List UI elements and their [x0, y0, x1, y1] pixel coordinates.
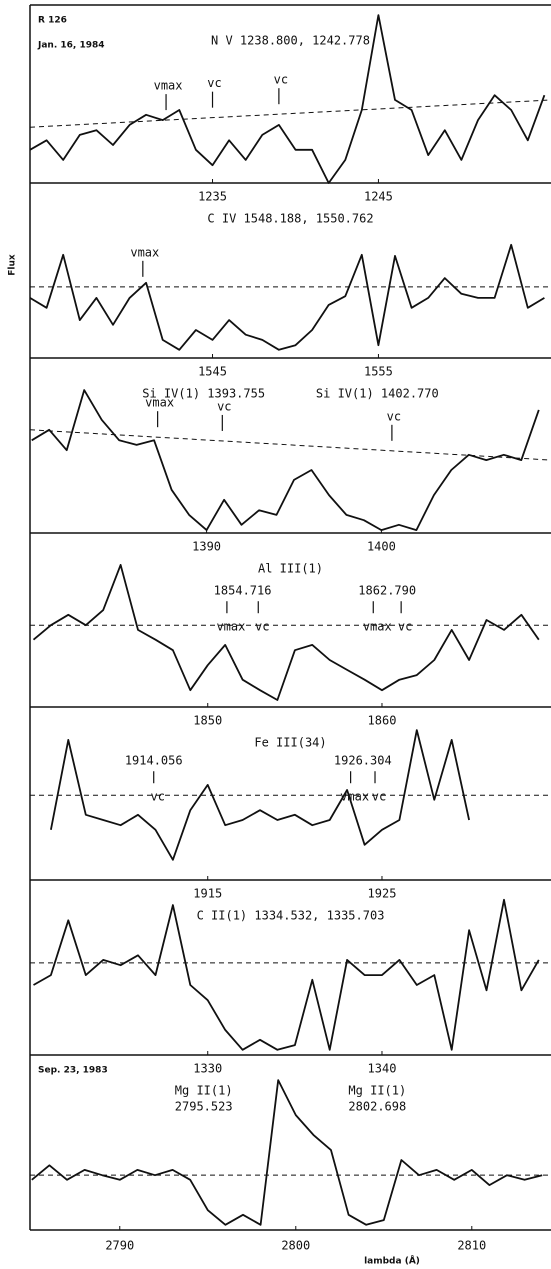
- spectrum: [31, 389, 540, 531]
- line-label: 1854.716: [214, 584, 272, 598]
- velocity-label: vmax: [145, 396, 174, 410]
- date-label: Jan. 16, 1984: [37, 41, 105, 51]
- x-tick-label: 1915: [193, 887, 222, 901]
- velocity-label: vmax: [130, 245, 159, 259]
- velocity-label: vc: [207, 76, 221, 90]
- x-tick-label: 1340: [368, 1062, 397, 1076]
- panel-title: Al III(1): [258, 562, 323, 576]
- panel-title: 2795.523: [175, 1100, 233, 1114]
- x-tick-label: 1850: [193, 714, 222, 728]
- panel-title: 2802.698: [348, 1100, 406, 1114]
- panel-title: Si IV(1) 1402.770: [316, 387, 439, 401]
- panel-title: N V 1238.800, 1242.778: [211, 34, 370, 48]
- panel-title: C IV 1548.188, 1550.762: [207, 212, 373, 226]
- x-tick-label: 2800: [281, 1239, 310, 1253]
- spectrum: [32, 564, 540, 701]
- velocity-label: vc: [150, 790, 164, 804]
- x-tick-label: 1545: [198, 365, 227, 379]
- x-tick-label: 1390: [192, 540, 221, 554]
- object-label: R 126: [38, 16, 67, 26]
- x-tick-label: 1555: [364, 365, 393, 379]
- x-tick-label: 1860: [368, 714, 397, 728]
- x-tick-label: 1245: [364, 190, 393, 204]
- x-axis-label: lambda (Å): [364, 1256, 420, 1267]
- spectrum: [33, 898, 540, 1051]
- spectrum: [31, 1079, 543, 1226]
- line-label: 1914.056: [125, 754, 183, 768]
- velocity-label: vmax: [216, 620, 245, 634]
- x-tick-label: 2790: [105, 1239, 134, 1253]
- continuum: [29, 429, 551, 461]
- x-tick-label: 1235: [198, 190, 227, 204]
- line-label: 1926.304: [334, 754, 392, 768]
- panel-title: Mg II(1): [348, 1084, 406, 1098]
- x-tick-label: 1925: [368, 887, 397, 901]
- y-axis-label: Flux: [8, 254, 18, 276]
- panel-title: Fe III(34): [254, 736, 326, 750]
- panel-title: Mg II(1): [175, 1084, 233, 1098]
- velocity-label: vc: [217, 399, 231, 413]
- panel-title: C II(1) 1334.532, 1335.703: [197, 909, 385, 923]
- line-label: 1862.790: [358, 584, 416, 598]
- x-tick-label: 1400: [367, 540, 396, 554]
- spectrum: [50, 729, 470, 861]
- spectrum: [29, 14, 546, 184]
- panel-title: Si IV(1) 1393.755: [142, 387, 265, 401]
- x-tick-label: 2810: [457, 1239, 486, 1253]
- velocity-label: vc: [274, 73, 288, 87]
- velocity-label: vc: [372, 790, 386, 804]
- velocity-label: vc: [387, 409, 401, 423]
- velocity-label: vmax: [154, 79, 183, 93]
- velocity-label: vc: [398, 620, 412, 634]
- velocity-label: vc: [255, 620, 269, 634]
- velocity-label: vmax: [363, 620, 392, 634]
- x-tick-label: 1330: [193, 1062, 222, 1076]
- velocity-label: vmax: [340, 790, 369, 804]
- date-label: Sep. 23, 1983: [38, 1066, 108, 1076]
- continuum: [29, 99, 551, 128]
- spectrum: [29, 243, 545, 351]
